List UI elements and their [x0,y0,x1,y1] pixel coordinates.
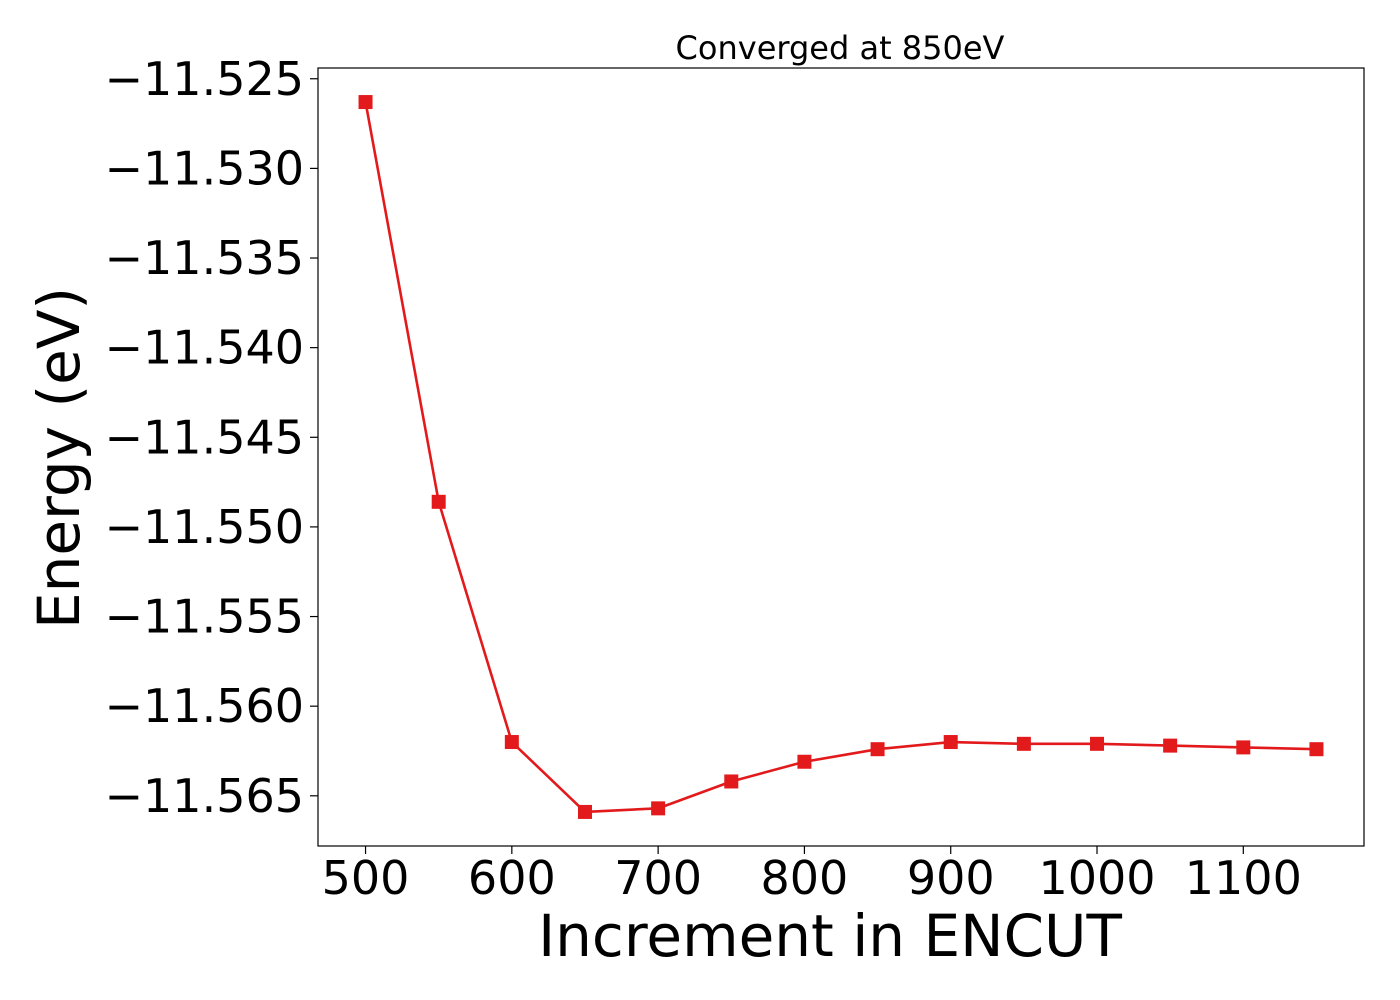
data-point-marker [1163,738,1178,753]
axes-frame [317,67,1365,847]
axis-ticks: 500 600 700 800 900 1000 1100 −11.525 −11.530 −11… [105,52,1302,905]
data-point-marker [577,804,592,819]
x-tick-label: 800 [761,851,849,905]
y-axis-label: Energy (eV) [25,287,93,629]
x-tick-label: 900 [907,851,995,905]
y-tick-label: −11.565 [105,769,305,823]
data-point-marker [724,774,739,789]
x-tick-label: 700 [614,851,702,905]
y-tick-label: −11.530 [105,141,305,195]
data-point-marker [1016,736,1031,751]
y-tick-label: −11.545 [105,410,305,464]
x-tick-label: 1000 [1038,851,1155,905]
y-tick-label: −11.535 [105,231,305,285]
data-point-marker [797,754,812,769]
data-point-marker [358,95,373,110]
x-axis-label: Increment in ENCUT [538,902,1122,970]
chart-title: Converged at 850eV [676,29,1005,67]
y-tick-label: −11.555 [105,590,305,644]
data-point-marker [431,494,446,509]
data-series [358,95,1324,819]
y-tick-label: −11.525 [105,52,305,106]
x-tick-label: 500 [322,851,410,905]
y-tick-label: −11.550 [105,500,305,554]
data-point-marker [651,801,666,816]
x-tick-label: 600 [468,851,556,905]
data-point-marker [1309,742,1324,757]
data-point-marker [870,742,885,757]
data-point-marker [504,735,519,750]
y-tick-label: −11.560 [105,679,305,733]
y-tick-label: −11.540 [105,321,305,375]
data-point-marker [943,735,958,750]
data-point-marker [1090,736,1105,751]
data-point-marker [1236,740,1251,755]
x-tick-label: 1100 [1185,851,1302,905]
series-line [364,101,1317,814]
